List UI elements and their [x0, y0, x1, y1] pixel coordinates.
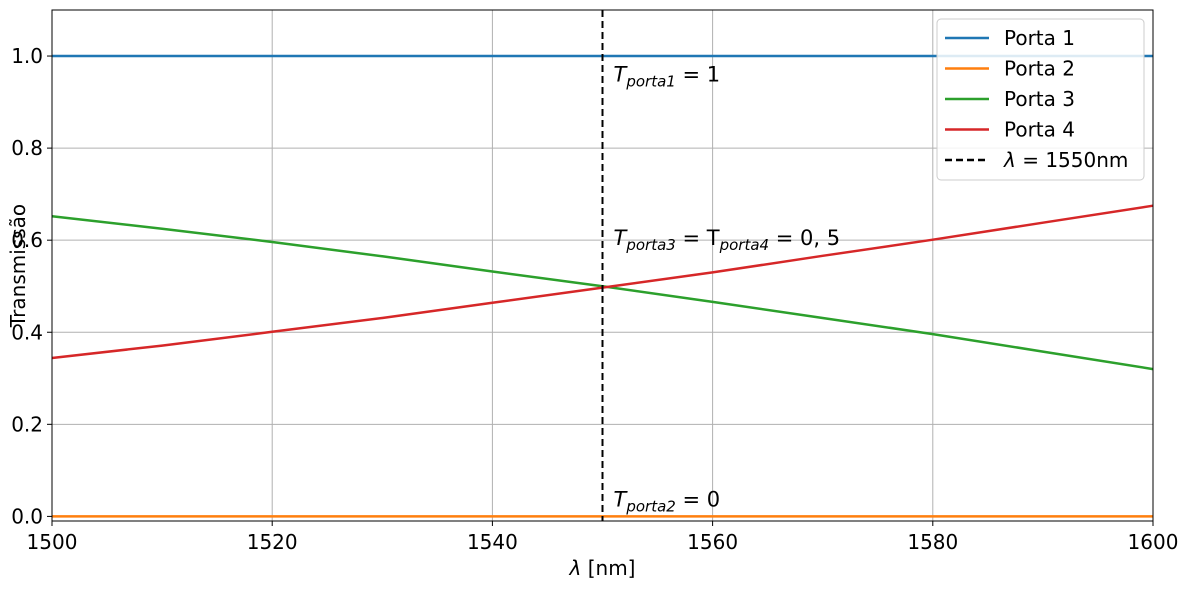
annotation-porta1: Tporta1 = 1: [614, 62, 721, 90]
legend: Porta 1 Porta 2 Porta 3 Porta 4 λ = 1550nm: [936, 18, 1145, 181]
legend-label: Porta 4: [1004, 118, 1075, 142]
annotations: Tporta1 = 1 Tporta3 = Tporta4 = 0, 5 Tport…: [614, 62, 841, 515]
y-axis-label: Transmissão: [6, 204, 30, 328]
x-tick-label: 1520: [247, 530, 298, 554]
x-tick-label: 1560: [687, 530, 738, 554]
legend-box: [936, 18, 1145, 181]
legend-label: λ = 1550nm: [1003, 148, 1128, 172]
x-tick-label: 1600: [1128, 530, 1179, 554]
x-tick-label: 1580: [907, 530, 958, 554]
y-tick-label: 1.0: [11, 44, 43, 68]
plot-frame: [51, 9, 1154, 522]
legend-label: Porta 3: [1004, 87, 1075, 111]
legend-label: Porta 1: [1004, 26, 1075, 50]
y-tick-label: 0.8: [11, 136, 43, 160]
y-tick-label: 0.0: [11, 504, 43, 528]
y-tick-label: 0.6: [11, 228, 43, 252]
annotation-porta2: Tporta2 = 0: [614, 487, 721, 515]
x-tick-label: 1500: [27, 530, 78, 554]
legend-label: Porta 2: [1004, 57, 1075, 81]
ticks: 1500 1520 1540 1560 1580 1600 0.0 0.2 0.4 0.6 0.8 1…: [11, 44, 1178, 554]
x-tick-label: 1540: [467, 530, 518, 554]
y-tick-label: 0.4: [11, 320, 43, 344]
annotation-porta3: Tporta3 = Tporta4 = 0, 5: [614, 226, 841, 254]
y-tick-label: 0.2: [11, 412, 43, 436]
x-axis-label: λ [nm]: [569, 556, 636, 580]
